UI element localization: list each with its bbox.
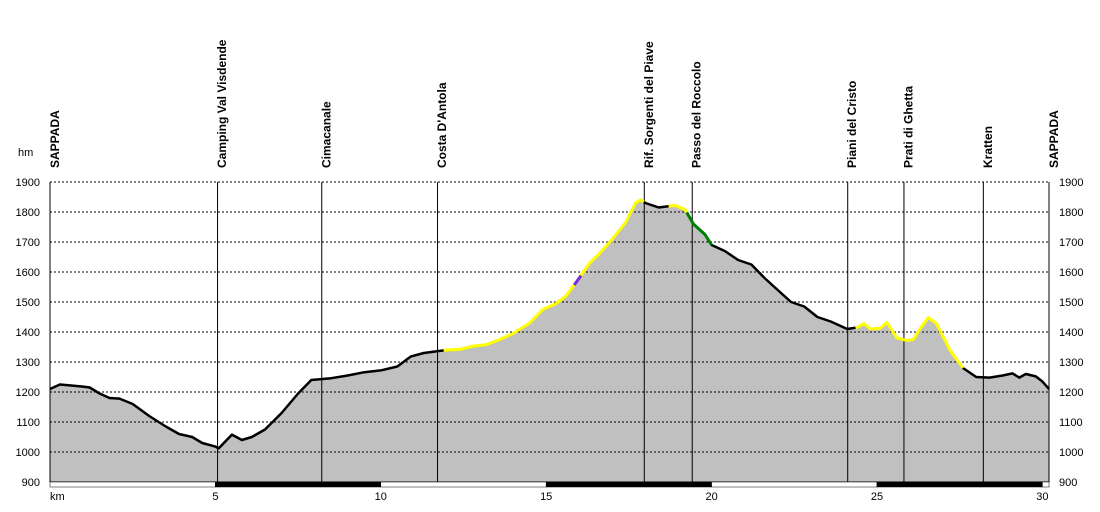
y-tick-label-right: 1400	[1059, 327, 1083, 339]
y-tick-label-right: 900	[1059, 477, 1077, 489]
profile-highlight-purple	[573, 274, 583, 286]
gridlines-layer	[50, 181, 1049, 453]
y-tick-label-right: 1500	[1059, 297, 1083, 309]
x-axis-scale-segment	[876, 481, 1043, 488]
y-tick-label-right: 1100	[1059, 417, 1083, 429]
profile-area-layer	[50, 200, 1049, 482]
x-axis-scale-segment	[1042, 481, 1050, 488]
x-axis-scale-segment	[215, 481, 382, 488]
y-tick-label-left: 1300	[16, 357, 40, 369]
y-tick-label-left: 1600	[16, 267, 40, 279]
y-tick-label-right: 1700	[1059, 237, 1083, 249]
y-tick-label-left: 1200	[16, 387, 40, 399]
y-tick-label-left: 1500	[16, 297, 40, 309]
profile-line-layer	[49, 198, 1050, 450]
waypoint-label: SAPPADA	[1047, 110, 1061, 168]
waypoint-label: Camping Val Visdende	[215, 39, 229, 168]
x-tick-label: 10	[375, 491, 387, 503]
x-tick-label: 5	[212, 491, 218, 503]
y-tick-label-right: 1300	[1059, 357, 1083, 369]
y-axis-unit: hm	[18, 147, 33, 159]
waypoint-label: Rif. Sorgenti del Piave	[642, 41, 656, 168]
waypoint-label: Piani del Cristo	[845, 81, 859, 168]
y-tick-label-right: 1900	[1059, 177, 1083, 189]
x-axis-scale-segment	[380, 481, 547, 488]
profile-highlight-yellow	[579, 198, 645, 277]
x-axis-scale-segment	[545, 481, 712, 488]
profile-highlight-yellow	[443, 283, 576, 352]
profile-highlight-green	[685, 211, 713, 246]
y-tick-label-right: 1000	[1059, 447, 1083, 459]
y-tick-label-left: 1100	[16, 417, 40, 429]
x-axis-unit: km	[50, 491, 65, 503]
y-tick-label-left: 1800	[16, 207, 40, 219]
waypoint-label: Cimacanale	[319, 101, 333, 168]
y-tick-label-left: 1400	[16, 327, 40, 339]
axes-layer	[49, 182, 1050, 488]
waypoint-label: Passo del Roccolo	[690, 61, 704, 168]
x-tick-label: 30	[1036, 491, 1048, 503]
waypoint-label: Kratten	[981, 126, 995, 168]
x-tick-label: 15	[540, 491, 552, 503]
y-tick-label-right: 1800	[1059, 207, 1083, 219]
waypoint-lines-layer	[217, 182, 984, 482]
waypoint-label: SAPPADA	[48, 110, 62, 168]
x-axis-scale-segment	[711, 481, 878, 488]
x-tick-label: 20	[705, 491, 717, 503]
x-tick-label: 25	[871, 491, 883, 503]
profile-highlight-yellow	[855, 316, 965, 369]
y-tick-label-right: 1200	[1059, 387, 1083, 399]
x-axis-scale-segment	[49, 481, 216, 488]
y-tick-label-left: 1000	[16, 447, 40, 459]
profile-fill	[50, 200, 1049, 482]
y-tick-label-left: 1900	[16, 177, 40, 189]
waypoint-label: Prati di Ghetta	[901, 86, 915, 168]
y-tick-label-right: 1600	[1059, 267, 1083, 279]
waypoint-label: Costa D'Antola	[435, 82, 449, 168]
y-tick-label-left: 1700	[16, 237, 40, 249]
labels-layer: 900 900 1000 1000 1100 1100 1200 1200 1300 1300 14…	[16, 39, 1084, 503]
y-tick-label-left: 900	[22, 477, 40, 489]
profile-highlight-yellow	[668, 203, 689, 214]
